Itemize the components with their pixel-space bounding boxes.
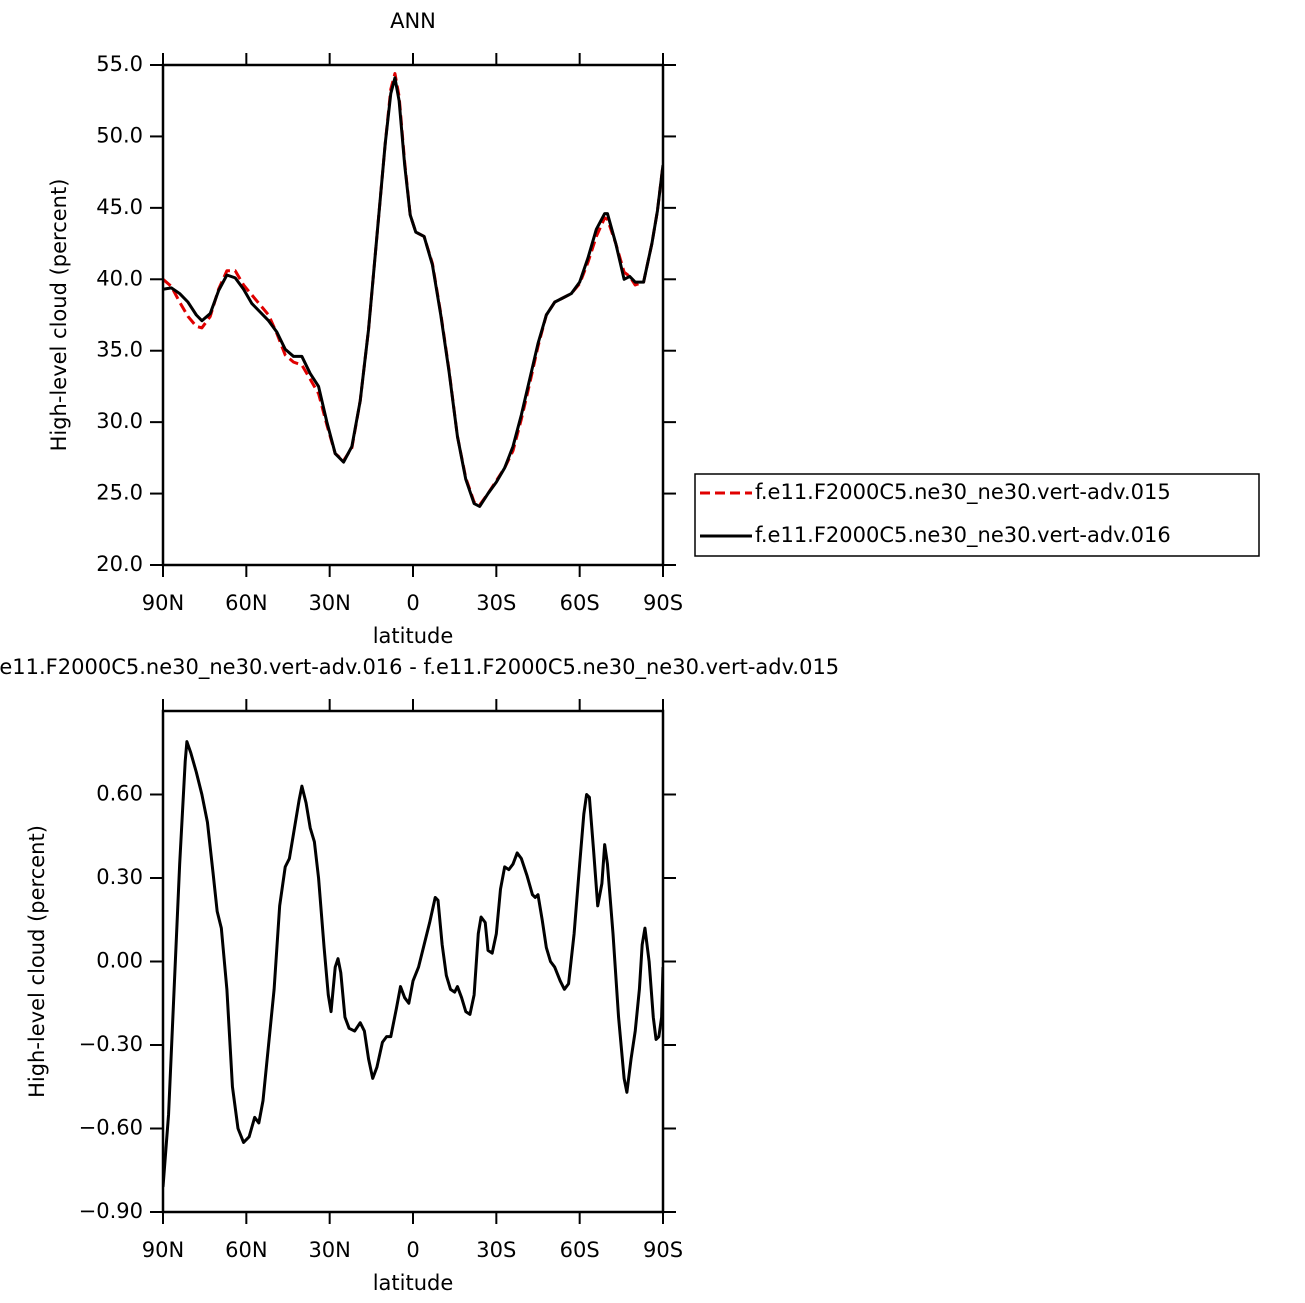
data-line <box>163 72 663 507</box>
data-line <box>163 76 663 508</box>
x-tick-label: 60N <box>225 591 267 615</box>
x-tick-label: 90S <box>643 1238 683 1262</box>
x-tick-label: 0 <box>406 1238 419 1262</box>
y-tick-label: 30.0 <box>96 409 143 433</box>
y-tick-label: −0.90 <box>79 1199 143 1223</box>
x-tick-label: 30S <box>476 1238 516 1262</box>
x-axis-label: latitude <box>373 624 454 648</box>
y-tick-label: −0.60 <box>79 1116 143 1140</box>
y-tick-label: 0.30 <box>96 865 143 889</box>
x-tick-label: 30N <box>308 591 350 615</box>
y-tick-label: 40.0 <box>96 266 143 290</box>
y-tick-label: 20.0 <box>96 552 143 576</box>
y-tick-label: 25.0 <box>96 481 143 505</box>
y-tick-label: 55.0 <box>96 52 143 76</box>
data-line <box>163 740 663 1188</box>
legend-label: f.e11.F2000C5.ne30_ne30.vert-adv.015 <box>755 480 1171 505</box>
y-tick-label: 0.00 <box>96 949 143 973</box>
x-tick-label: 30S <box>476 591 516 615</box>
x-axis-label: latitude <box>373 1271 454 1295</box>
legend-label: f.e11.F2000C5.ne30_ne30.vert-adv.016 <box>755 523 1171 548</box>
x-tick-label: 60N <box>225 1238 267 1262</box>
y-tick-label: 50.0 <box>96 123 143 147</box>
x-tick-label: 60S <box>560 591 600 615</box>
legend-box <box>694 473 1260 557</box>
y-tick-label: 45.0 <box>96 195 143 219</box>
x-tick-label: 90S <box>643 591 683 615</box>
chart-title: ANN <box>390 9 436 33</box>
x-tick-label: 0 <box>406 591 419 615</box>
y-tick-label: −0.30 <box>79 1032 143 1056</box>
y-axis-label: High-level cloud (percent) <box>25 825 49 1098</box>
y-axis-label: High-level cloud (percent) <box>47 179 71 452</box>
chart-title: f.e11.F2000C5.ne30_ne30.vert-adv.016 - f… <box>0 655 839 680</box>
y-tick-label: 0.60 <box>96 782 143 806</box>
x-tick-label: 30N <box>308 1238 350 1262</box>
x-tick-label: 90N <box>142 591 184 615</box>
plot-frame <box>161 709 665 1214</box>
plot-frame <box>161 63 665 567</box>
x-tick-label: 90N <box>142 1238 184 1262</box>
x-tick-label: 60S <box>560 1238 600 1262</box>
y-tick-label: 35.0 <box>96 338 143 362</box>
